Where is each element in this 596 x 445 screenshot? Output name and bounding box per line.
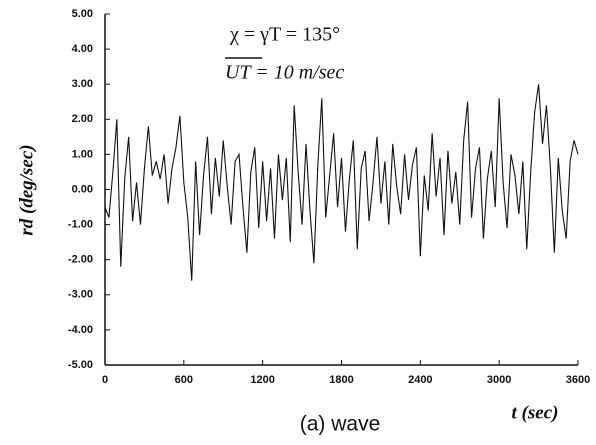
caption: (a) wave (300, 413, 381, 436)
y-tick-label: -2.00 (68, 254, 93, 266)
x-tick-label: 3600 (566, 374, 590, 386)
x-tick-label: 2400 (408, 374, 432, 386)
annotation: UT = 10 m/sec (225, 62, 344, 84)
y-tick-label: -3.00 (68, 289, 93, 301)
y-tick-label: 5.00 (72, 8, 93, 20)
y-tick-label: -1.00 (68, 219, 93, 231)
y-tick-label: 2.00 (72, 113, 93, 125)
y-tick-label: 1.00 (72, 148, 93, 160)
x-axis-label: t (sec) (512, 402, 559, 423)
y-tick-label: 4.00 (72, 43, 93, 55)
y-tick-label: -5.00 (68, 359, 93, 371)
x-tick-label: 3000 (487, 374, 511, 386)
y-tick-label: -4.00 (68, 324, 93, 336)
y-tick-label: 0.00 (72, 183, 93, 195)
x-tick-label: 0 (102, 374, 108, 386)
annotation: χ = γT = 135° (229, 24, 340, 46)
data-line (104, 84, 579, 281)
x-tick-label: 1200 (250, 374, 274, 386)
x-tick-label: 1800 (329, 374, 353, 386)
x-tick-label: 600 (175, 374, 193, 386)
y-axis-label: rd (deg/sec) (16, 144, 37, 235)
y-tick-label: 3.00 (72, 78, 93, 90)
